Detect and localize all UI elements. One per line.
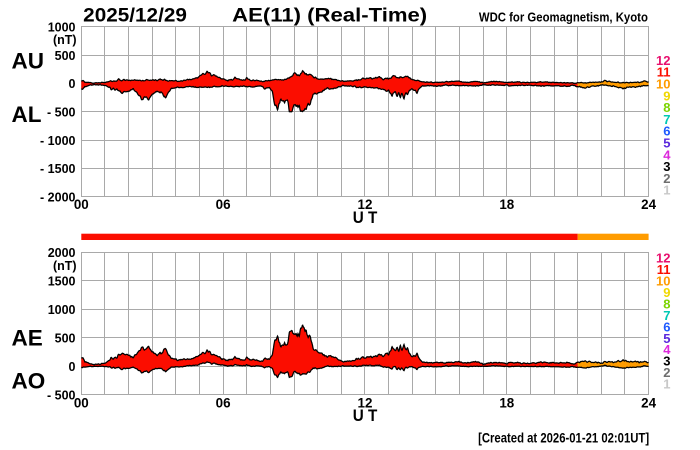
svg-text:24: 24 [641,197,656,212]
svg-text:9: 9 [663,285,670,300]
svg-text:AE(11) (Real-Time): AE(11) (Real-Time) [232,4,427,26]
svg-text:00: 00 [74,197,89,212]
svg-text:5: 5 [663,136,670,151]
svg-text:11: 11 [657,65,671,80]
svg-text:AE: AE [12,325,43,350]
svg-text:AU: AU [12,49,45,74]
svg-text:- 1000: - 1000 [40,134,75,148]
svg-text:24: 24 [641,395,656,410]
svg-text:1500: 1500 [48,274,76,288]
svg-text:1: 1 [663,183,670,198]
svg-text:12: 12 [656,251,670,266]
svg-text:- 500: - 500 [47,106,76,120]
svg-text:500: 500 [55,331,76,345]
svg-text:U T: U T [353,209,378,227]
svg-text:(nT): (nT) [53,33,77,47]
svg-text:AL: AL [12,102,42,127]
svg-text:11: 11 [657,262,671,277]
svg-text:3: 3 [663,354,670,369]
svg-text:AO: AO [12,369,46,394]
svg-text:4: 4 [663,147,671,162]
svg-text:2: 2 [663,365,670,380]
svg-text:4: 4 [663,342,671,357]
svg-text:1000: 1000 [48,21,76,35]
svg-text:18: 18 [499,395,514,410]
svg-text:8: 8 [663,100,670,115]
svg-text:0: 0 [69,77,76,91]
svg-text:2: 2 [663,171,670,186]
svg-text:3: 3 [663,159,670,174]
svg-text:8: 8 [663,296,670,311]
svg-text:12: 12 [358,197,373,212]
svg-text:2025/12/29: 2025/12/29 [83,4,187,26]
svg-text:500: 500 [55,49,76,63]
svg-text:[Created at 2026-01-21 02:01UT: [Created at 2026-01-21 02:01UT] [478,430,649,446]
svg-text:00: 00 [74,395,89,410]
svg-text:06: 06 [216,197,231,212]
svg-text:6: 6 [663,124,670,139]
svg-text:- 2000: - 2000 [40,191,75,205]
svg-text:18: 18 [499,197,514,212]
svg-text:WDC for Geomagnetism, Kyoto: WDC for Geomagnetism, Kyoto [479,10,648,25]
svg-text:6: 6 [663,319,670,334]
svg-text:10: 10 [656,77,670,92]
svg-text:06: 06 [216,395,231,410]
svg-text:- 1500: - 1500 [40,162,75,176]
svg-text:(nT): (nT) [53,259,77,273]
svg-text:2000: 2000 [48,246,76,260]
svg-text:12: 12 [358,395,373,410]
svg-text:1: 1 [663,377,670,392]
svg-text:1000: 1000 [48,303,76,317]
svg-text:10: 10 [656,274,670,289]
svg-text:U T: U T [353,407,378,425]
svg-text:0: 0 [69,360,76,374]
svg-text:9: 9 [663,88,670,103]
svg-text:12: 12 [656,53,670,68]
svg-text:7: 7 [663,112,670,127]
svg-text:- 500: - 500 [47,388,76,402]
svg-text:7: 7 [663,308,670,323]
svg-text:5: 5 [663,331,670,346]
